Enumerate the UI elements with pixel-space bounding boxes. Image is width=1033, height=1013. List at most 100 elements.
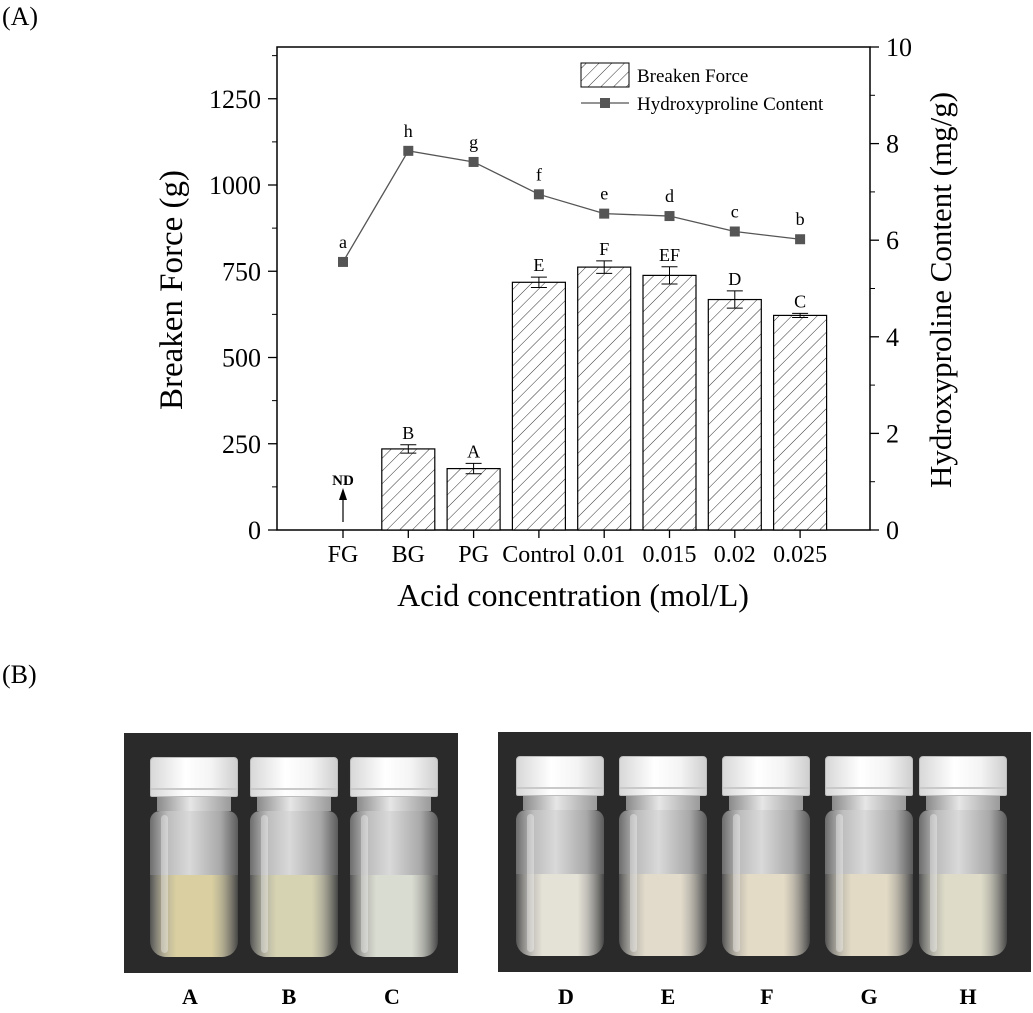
vial-neck [357,797,431,811]
legend-line-marker [600,98,610,108]
vial [825,756,913,956]
line-point [468,156,479,167]
vial-body [516,810,604,956]
vial-label: G [860,984,878,1009]
vial-cap [250,757,338,797]
vial-label: A [182,984,198,1009]
line-letter: e [600,184,608,204]
bar [772,314,828,531]
line-point [533,189,544,200]
nd-annotation: ND [332,473,354,522]
right-axis: 0 2 4 6 8 10 [870,33,912,545]
y2-tick-label: 4 [886,323,899,352]
vial [919,756,1007,956]
line-path [342,150,801,263]
vial-shine [835,814,843,952]
vial-shine [629,814,637,952]
legend: Breaken Force Hydroxyproline Content [580,62,824,115]
line-letter: c [731,202,739,222]
vial-liquid [516,874,604,956]
vial [250,757,338,957]
line-letter: h [404,121,413,141]
bar [511,281,567,531]
vial-label: B [281,984,297,1009]
vial-neck [832,796,906,810]
bar [381,448,436,531]
vial-body [350,811,438,957]
bar-letter: F [599,239,609,259]
vial-body [825,810,913,956]
x-tick-label: BG [392,542,425,568]
vial-liquid [150,875,238,957]
vial-shine [732,814,740,952]
y2-tick-label: 2 [886,419,899,448]
vial-body [919,810,1007,956]
vial-shine [260,815,268,953]
x-tick-label: 0.015 [643,542,697,568]
vial-body [150,811,238,957]
vial-neck [729,796,803,810]
vial-neck [523,796,597,810]
vial-liquid [250,875,338,957]
y2-tick-label: 10 [886,33,912,62]
bar [707,298,762,531]
x-tick-label: FG [328,542,359,568]
line-point [338,256,348,267]
legend-bar-label: Breaken Force [637,66,748,87]
vial-liquid [722,874,810,956]
vial-label: E [660,984,676,1009]
vial-label: F [760,984,774,1009]
vial-neck [626,796,700,810]
vial-shine [160,815,168,953]
line-point [664,211,675,222]
x-tick-label: 0.01 [583,542,625,568]
y-tick-label: 0 [248,516,261,545]
vial [516,756,604,956]
legend-line-label: Hydroxyproline Content [637,94,824,115]
y-tick-label: 500 [222,344,261,373]
vial [619,756,707,956]
y2-tick-label: 6 [886,226,899,255]
y-tick-label: 1000 [209,171,261,200]
nd-label: ND [332,473,354,489]
vial-liquid [919,874,1007,956]
y-tick-label: 250 [222,430,261,459]
line-letter: b [796,209,805,229]
line-series: a h g f e d c b [338,121,806,267]
vial-body [722,810,810,956]
bar [446,467,501,531]
x-axis: FG BG PG Control 0.01 0.015 0.02 0.025 [328,530,827,568]
panel-a-label: (A) [2,2,39,31]
line-point [729,226,740,237]
vial-cap [516,756,604,796]
vial-photo-right [498,732,1031,972]
vial-label: H [959,984,977,1009]
bar-letter: C [794,291,806,311]
vial-label: D [558,984,574,1009]
x-tick-label: Control [502,542,576,568]
vial [350,757,438,957]
nd-arrow-head [339,488,347,500]
left-axis: 0 250 500 750 1000 1250 [209,55,277,545]
vial-liquid [350,875,438,957]
vial [150,757,238,957]
vial-cap [722,756,810,796]
y-axis-label: Breaken Force (g) [154,170,190,410]
line-letter: g [469,132,478,152]
vial [722,756,810,956]
vial-shine [526,814,534,952]
bar [642,274,697,531]
vial-neck [926,796,1000,810]
bar [577,266,632,531]
line-point [403,145,414,156]
y2-tick-label: 0 [886,516,899,545]
vial-shine [929,814,937,952]
vial-body [619,810,707,956]
vial-label: C [384,984,400,1009]
vial-liquid [825,874,913,956]
line-point [599,208,610,219]
line-letter: a [339,232,347,252]
bar-letter: EF [659,245,680,265]
line-point [795,234,806,245]
